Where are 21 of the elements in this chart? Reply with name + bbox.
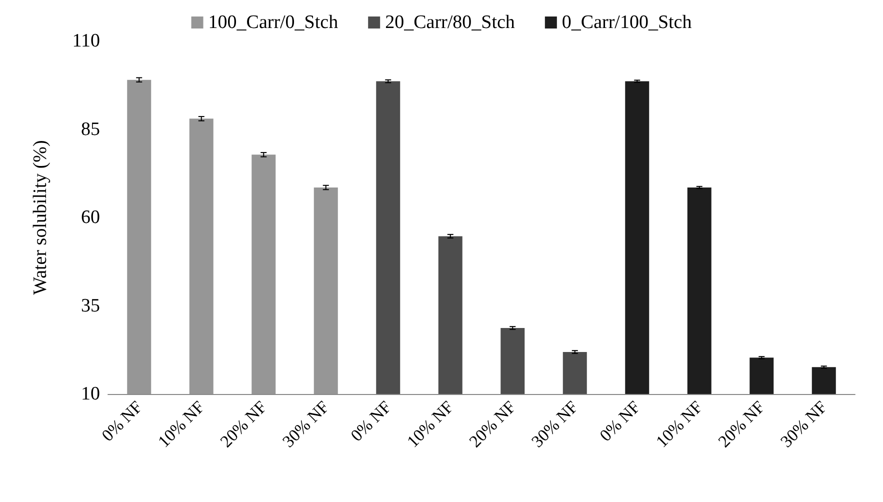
legend-label: 0_Carr/100_Stch bbox=[562, 12, 692, 33]
y-axis-title: Water solubility (%) bbox=[30, 140, 51, 295]
x-tick-label: 30% NF bbox=[776, 397, 831, 452]
y-tick-label: 110 bbox=[72, 30, 100, 52]
x-tick-label: 30% NF bbox=[278, 397, 333, 452]
x-tick-label: 20% NF bbox=[466, 397, 520, 452]
y-tick-label: 85 bbox=[81, 118, 100, 140]
x-tick-label: 0% NF bbox=[98, 397, 146, 446]
y-tick-label: 35 bbox=[81, 295, 100, 316]
x-tick-label: 10% NF bbox=[652, 397, 706, 452]
x-tick-label: 30% NF bbox=[528, 397, 582, 452]
legend-label: 100_Carr/0_Stch bbox=[208, 12, 339, 33]
x-tick-label: 20% NF bbox=[216, 397, 270, 452]
y-tick-label: 60 bbox=[81, 207, 100, 228]
legend-label: 20_Carr/80_Stch bbox=[385, 12, 516, 33]
x-tick-label: 10% NF bbox=[154, 397, 208, 452]
y-tick-label: 10 bbox=[81, 384, 100, 404]
x-tick-label: 0% NF bbox=[596, 397, 644, 446]
x-tick-label: 0% NF bbox=[347, 397, 395, 446]
x-tick-label: 10% NF bbox=[403, 397, 458, 452]
x-tick-label: 20% NF bbox=[714, 397, 768, 452]
